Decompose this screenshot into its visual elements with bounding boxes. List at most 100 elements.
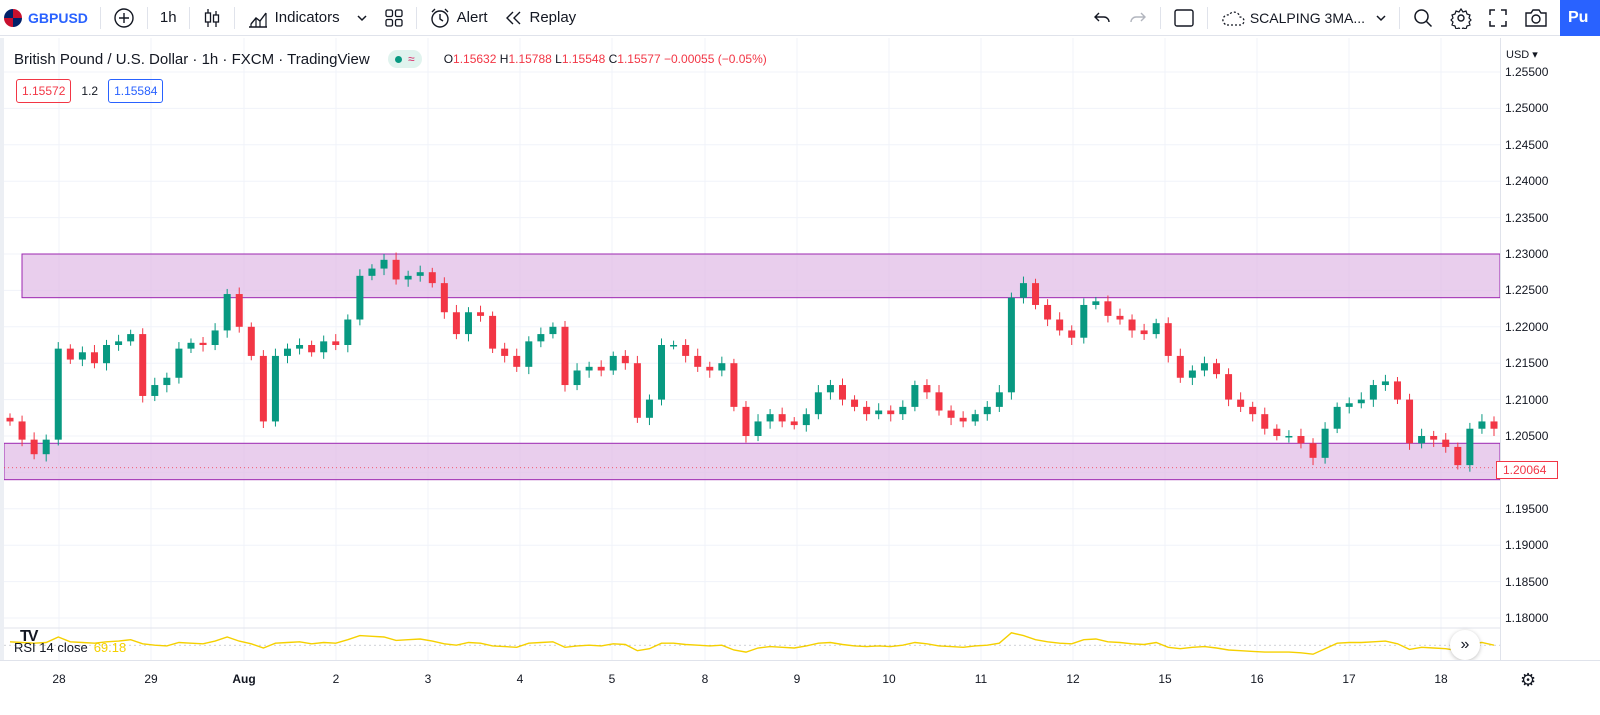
buy-sell-panel: 1.15572 1.2 1.15584 — [16, 79, 164, 103]
candle-body — [947, 410, 955, 418]
candlestick-chart[interactable] — [4, 38, 1500, 660]
candle-body — [1297, 436, 1305, 444]
candle-body — [670, 345, 678, 347]
layout-save-button[interactable]: SCALPING 3MA... — [1212, 0, 1395, 36]
double-chevron-right-icon: » — [1460, 636, 1470, 653]
market-open-dot-icon — [394, 55, 402, 63]
candle-body — [682, 345, 690, 356]
candle-body — [766, 414, 774, 422]
candle-body — [718, 363, 726, 371]
compare-add-symbol-button[interactable] — [105, 0, 143, 36]
candle-body — [1032, 283, 1040, 305]
candle-body — [440, 283, 448, 313]
layouts-button[interactable] — [376, 0, 412, 36]
undo-button[interactable] — [1084, 0, 1120, 36]
close-value: 1.15577 — [617, 52, 661, 66]
candle-body — [103, 345, 111, 364]
candle-body — [1019, 283, 1027, 298]
symbol-search-button[interactable]: GBPUSD — [0, 0, 96, 36]
high-value: 1.15788 — [508, 52, 552, 66]
rsi-value: 69.18 — [93, 640, 127, 655]
templates-dropdown-button[interactable] — [348, 0, 376, 36]
price-tick-label: 1.21000 — [1505, 392, 1549, 407]
rsi-legend[interactable]: RSI 14 close 69.18 — [14, 640, 126, 655]
toolbar-divider — [188, 6, 190, 29]
candle-body — [887, 410, 895, 415]
price-tick-label: 1.19000 — [1505, 538, 1549, 553]
time-tick-label: 12 — [1066, 672, 1080, 686]
candle-body — [1225, 374, 1233, 400]
candle-body — [1116, 315, 1124, 320]
time-tick-label: 29 — [144, 672, 158, 686]
candle-body — [1309, 443, 1317, 458]
fullscreen-button[interactable] — [1480, 0, 1516, 36]
fullscreen-rect-button[interactable] — [1165, 0, 1203, 36]
candle-body — [838, 385, 846, 400]
interval-button[interactable]: 1h — [152, 0, 185, 36]
candle-body — [621, 355, 629, 364]
candle-body — [199, 342, 207, 345]
time-axis[interactable] — [0, 660, 1600, 715]
redo-icon — [1130, 12, 1146, 22]
tradingview-logo-icon[interactable]: TV — [20, 628, 38, 645]
search-button[interactable] — [1404, 0, 1442, 36]
search-icon — [1414, 8, 1433, 27]
candle-body — [404, 275, 412, 280]
candle-body — [851, 399, 859, 407]
publish-label: Pu — [1568, 9, 1589, 26]
candle-body — [1393, 381, 1401, 400]
chart-type-button[interactable] — [194, 0, 230, 36]
camera-icon — [1525, 8, 1547, 27]
chart-settings-button[interactable]: ⚙ — [1520, 670, 1536, 691]
candle-body — [1007, 297, 1015, 393]
sell-button[interactable]: 1.15572 — [16, 79, 72, 103]
main-chart-pane[interactable]: British Pound / U.S. Dollar · 1h · FXCM … — [0, 38, 1500, 660]
candle-body — [899, 406, 907, 415]
market-status-badge[interactable]: ≈ — [387, 50, 422, 68]
candle-body — [1152, 323, 1160, 335]
candle-body — [127, 334, 135, 342]
settings-button[interactable] — [1442, 0, 1480, 36]
currency-selector[interactable]: USD ▾ — [1506, 49, 1538, 61]
candle-body — [1056, 319, 1064, 331]
candle-body — [1321, 428, 1329, 458]
price-axis[interactable] — [1500, 38, 1600, 660]
time-tick-label: 11 — [974, 672, 988, 686]
toolbar-divider — [233, 6, 235, 29]
replay-button[interactable]: Replay — [495, 0, 584, 36]
candle-body — [1080, 304, 1088, 338]
gear-icon — [1450, 7, 1472, 29]
price-tick-label: 1.18500 — [1505, 574, 1549, 589]
candle-body — [995, 392, 1003, 407]
alert-clock-icon — [430, 8, 449, 28]
alert-label: Alert — [456, 9, 488, 26]
layouts-icon — [384, 8, 403, 27]
snapshot-button[interactable] — [1516, 0, 1556, 36]
spread-value: 1.2 — [81, 84, 99, 98]
last-price-label: 1.20064 — [1496, 461, 1558, 479]
candle-body — [1237, 399, 1245, 407]
indicators-button[interactable]: Indicators — [239, 0, 348, 36]
candle-body — [452, 312, 460, 335]
candle-body — [1285, 436, 1293, 438]
redo-button[interactable] — [1120, 0, 1156, 36]
price-tick-label: 1.18000 — [1505, 611, 1549, 625]
candle-body — [247, 326, 255, 356]
scroll-to-realtime-button[interactable]: » — [1450, 630, 1480, 660]
publish-button[interactable]: Pu — [1560, 0, 1600, 36]
candle-body — [1273, 428, 1281, 436]
candle-body — [1430, 436, 1438, 440]
candle-body — [1140, 330, 1148, 335]
candle-body — [1044, 304, 1052, 320]
time-tick-label: 10 — [882, 672, 896, 686]
time-tick-label: 8 — [701, 672, 709, 686]
candle-body — [597, 366, 605, 371]
buy-button[interactable]: 1.15584 — [108, 79, 164, 103]
price-tick-label: 1.22000 — [1505, 319, 1549, 334]
candle-body — [90, 352, 98, 364]
time-tick-label: 9 — [793, 672, 801, 686]
candle-body — [1345, 403, 1353, 407]
time-tick-label: 3 — [424, 672, 432, 686]
alert-button[interactable]: Alert — [421, 0, 496, 36]
candle-body — [1466, 428, 1474, 466]
